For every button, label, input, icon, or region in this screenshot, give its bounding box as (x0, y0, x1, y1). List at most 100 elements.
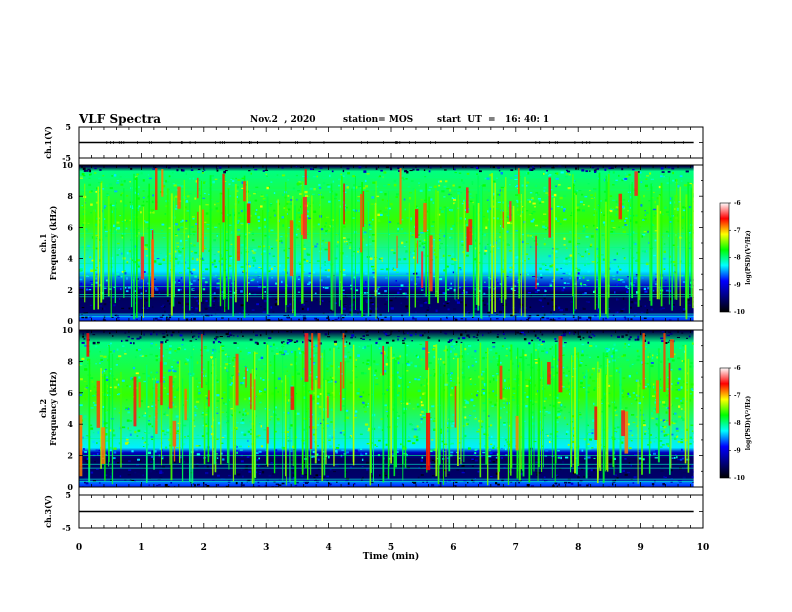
psd-speckle (291, 469, 295, 471)
psd-speckle (483, 233, 486, 237)
psd-speckle (357, 250, 359, 253)
psd-speckle (99, 362, 101, 364)
psd-speckle (422, 481, 425, 483)
psd-speckle (109, 386, 113, 389)
psd-speckle (430, 453, 433, 457)
psd-speckle (588, 252, 591, 255)
psd-speckle (348, 342, 351, 345)
psd-speckle (136, 435, 139, 437)
psd-speckle (411, 236, 414, 238)
psd-speckle (169, 348, 172, 350)
psd-speckle (406, 370, 409, 372)
psd-speckle (444, 169, 447, 171)
psd-speckle (420, 459, 423, 462)
psd-speckle (105, 279, 109, 282)
psd-speckle (176, 242, 180, 244)
psd-speckle (211, 261, 214, 264)
psd-speckle (591, 261, 595, 263)
psd-speckle (266, 186, 269, 190)
psd-speckle (197, 398, 201, 400)
psd-speckle (373, 276, 375, 278)
psd-speckle (80, 206, 84, 208)
psd-speckle (412, 318, 415, 320)
psd-speckle (98, 305, 102, 307)
psd-speckle (160, 341, 164, 344)
psd-speckle (689, 365, 692, 368)
psd-speckle (205, 471, 209, 475)
psd-speckle (472, 410, 476, 412)
psd-burst (362, 190, 365, 227)
psd-speckle (419, 304, 423, 307)
spheric-streak (97, 186, 99, 310)
psd-speckle (289, 297, 292, 300)
psd-speckle (148, 423, 152, 425)
psd-speckle (467, 201, 470, 204)
psd-speckle (214, 178, 218, 180)
psd-speckle (416, 207, 419, 209)
psd-speckle (390, 307, 394, 310)
psd-speckle (259, 390, 261, 393)
psd-speckle (511, 266, 514, 269)
psd-speckle (581, 343, 585, 346)
psd-speckle (367, 405, 369, 408)
psd-speckle (429, 465, 433, 468)
psd-speckle (429, 167, 432, 169)
psd-speckle (486, 398, 491, 400)
psd-speckle (555, 268, 559, 271)
psd-speckle (586, 319, 589, 321)
psd-speckle (335, 446, 340, 449)
psd-speckle (665, 411, 668, 414)
psd-speckle (412, 252, 415, 255)
psd-speckle (433, 185, 437, 188)
psd-speckle (192, 288, 196, 291)
psd-speckle (203, 276, 206, 278)
psd-speckle (483, 433, 487, 436)
psd-speckle (161, 314, 165, 317)
psd-speckle (588, 316, 592, 319)
psd-speckle (559, 309, 564, 312)
psd-speckle (80, 378, 83, 381)
psd-speckle (621, 226, 625, 229)
psd-speckle (680, 235, 684, 237)
psd-speckle (420, 232, 424, 234)
psd-speckle (606, 292, 609, 294)
psd-speckle (327, 185, 331, 188)
psd-speckle (662, 483, 666, 486)
psd-speckle (214, 203, 216, 206)
psd-speckle (287, 481, 290, 483)
psd-burst (201, 209, 205, 253)
psd-speckle (120, 194, 123, 197)
spheric-streak (266, 196, 269, 315)
psd-speckle (322, 312, 325, 315)
psd-speckle (156, 484, 159, 487)
psd-speckle (263, 363, 267, 365)
psd-speckle (412, 168, 415, 171)
psd-speckle (437, 180, 440, 183)
psd-speckle (681, 360, 684, 362)
psd-speckle (302, 381, 306, 383)
psd-speckle (247, 313, 250, 316)
psd-speckle (453, 196, 455, 198)
psd-speckle (364, 281, 367, 284)
psd-speckle (495, 352, 498, 355)
psd-speckle (541, 340, 545, 343)
psd-speckle (281, 342, 283, 344)
psd-speckle (195, 445, 199, 447)
psd-speckle (452, 308, 457, 311)
psd-speckle (322, 177, 326, 180)
psd-speckle (397, 361, 400, 365)
psd-speckle (306, 206, 308, 209)
psd-speckle (618, 174, 620, 177)
psd-speckle (682, 418, 685, 421)
psd-speckle (641, 250, 644, 253)
psd-speckle (308, 281, 312, 284)
psd-speckle (136, 206, 140, 209)
psd-speckle (643, 231, 647, 233)
psd-speckle (174, 350, 177, 352)
psd-speckle (236, 221, 239, 224)
psd-speckle (563, 208, 566, 210)
psd-speckle (136, 428, 140, 431)
psd-speckle (446, 459, 450, 462)
psd-speckle (299, 266, 303, 269)
psd-speckle (207, 299, 210, 302)
